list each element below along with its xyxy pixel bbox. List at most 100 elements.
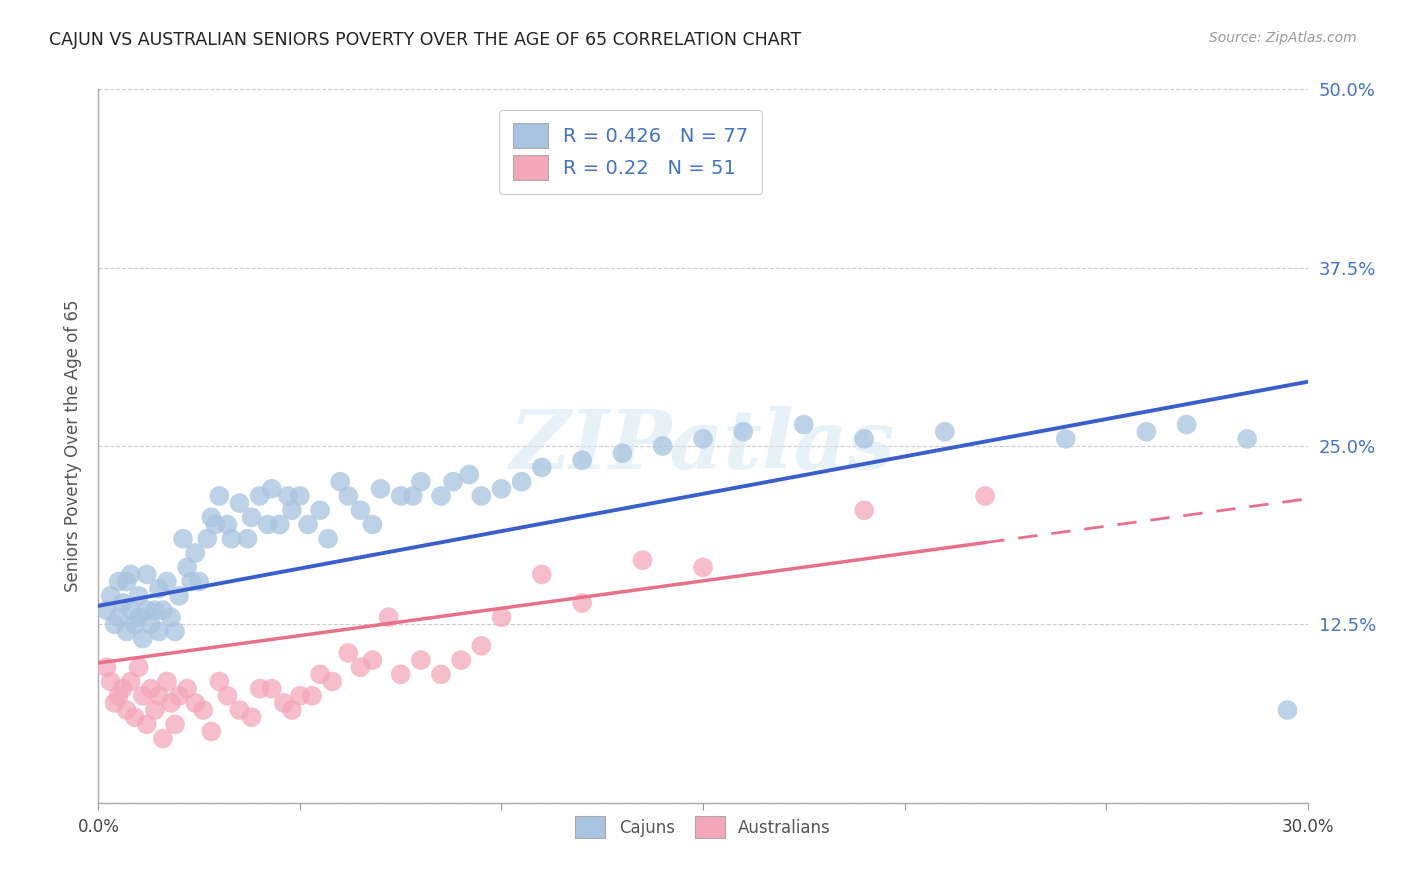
- Point: [612, 446, 634, 460]
- Point: [132, 689, 155, 703]
- Point: [152, 731, 174, 746]
- Point: [470, 489, 492, 503]
- Point: [143, 703, 166, 717]
- Point: [120, 603, 142, 617]
- Point: [188, 574, 211, 589]
- Point: [120, 674, 142, 689]
- Point: [115, 703, 138, 717]
- Legend: Cajuns, Australians: Cajuns, Australians: [568, 810, 838, 845]
- Point: [281, 503, 304, 517]
- Point: [288, 489, 311, 503]
- Point: [120, 567, 142, 582]
- Point: [217, 517, 239, 532]
- Y-axis label: Seniors Poverty Over the Age of 65: Seniors Poverty Over the Age of 65: [65, 300, 83, 592]
- Point: [1054, 432, 1077, 446]
- Point: [103, 696, 125, 710]
- Point: [269, 517, 291, 532]
- Point: [107, 610, 129, 624]
- Point: [128, 610, 150, 624]
- Point: [156, 674, 179, 689]
- Point: [163, 624, 186, 639]
- Point: [571, 453, 593, 467]
- Point: [1236, 432, 1258, 446]
- Point: [148, 689, 170, 703]
- Point: [733, 425, 755, 439]
- Point: [430, 667, 453, 681]
- Point: [337, 489, 360, 503]
- Point: [128, 589, 150, 603]
- Point: [176, 681, 198, 696]
- Text: Source: ZipAtlas.com: Source: ZipAtlas.com: [1209, 31, 1357, 45]
- Point: [217, 689, 239, 703]
- Text: ZIPatlas: ZIPatlas: [510, 406, 896, 486]
- Point: [160, 696, 183, 710]
- Point: [530, 460, 553, 475]
- Point: [370, 482, 392, 496]
- Point: [288, 689, 311, 703]
- Point: [107, 574, 129, 589]
- Point: [221, 532, 243, 546]
- Point: [152, 603, 174, 617]
- Point: [208, 674, 231, 689]
- Point: [180, 574, 202, 589]
- Point: [277, 489, 299, 503]
- Point: [111, 596, 134, 610]
- Point: [240, 710, 263, 724]
- Point: [200, 724, 222, 739]
- Point: [111, 681, 134, 696]
- Point: [409, 653, 432, 667]
- Point: [163, 717, 186, 731]
- Point: [195, 532, 218, 546]
- Point: [651, 439, 673, 453]
- Point: [631, 553, 654, 567]
- Point: [167, 689, 190, 703]
- Point: [236, 532, 259, 546]
- Point: [974, 489, 997, 503]
- Point: [103, 617, 125, 632]
- Point: [139, 681, 162, 696]
- Point: [571, 596, 593, 610]
- Point: [160, 610, 183, 624]
- Point: [441, 475, 464, 489]
- Point: [389, 489, 412, 503]
- Point: [135, 567, 157, 582]
- Point: [491, 482, 513, 496]
- Point: [934, 425, 956, 439]
- Point: [530, 567, 553, 582]
- Point: [1135, 425, 1157, 439]
- Point: [260, 681, 283, 696]
- Point: [402, 489, 425, 503]
- Point: [143, 603, 166, 617]
- Point: [184, 696, 207, 710]
- Point: [470, 639, 492, 653]
- Point: [228, 703, 250, 717]
- Point: [692, 560, 714, 574]
- Point: [107, 689, 129, 703]
- Point: [135, 717, 157, 731]
- Point: [100, 674, 122, 689]
- Point: [208, 489, 231, 503]
- Point: [132, 632, 155, 646]
- Point: [377, 610, 399, 624]
- Point: [240, 510, 263, 524]
- Point: [491, 610, 513, 624]
- Point: [273, 696, 295, 710]
- Point: [156, 574, 179, 589]
- Point: [853, 432, 876, 446]
- Point: [128, 660, 150, 674]
- Point: [176, 560, 198, 574]
- Point: [510, 475, 533, 489]
- Point: [321, 674, 343, 689]
- Point: [430, 489, 453, 503]
- Point: [172, 532, 194, 546]
- Point: [100, 589, 122, 603]
- Point: [853, 503, 876, 517]
- Point: [297, 517, 319, 532]
- Point: [139, 617, 162, 632]
- Point: [249, 681, 271, 696]
- Point: [1277, 703, 1299, 717]
- Point: [124, 710, 146, 724]
- Point: [135, 603, 157, 617]
- Point: [115, 624, 138, 639]
- Point: [301, 689, 323, 703]
